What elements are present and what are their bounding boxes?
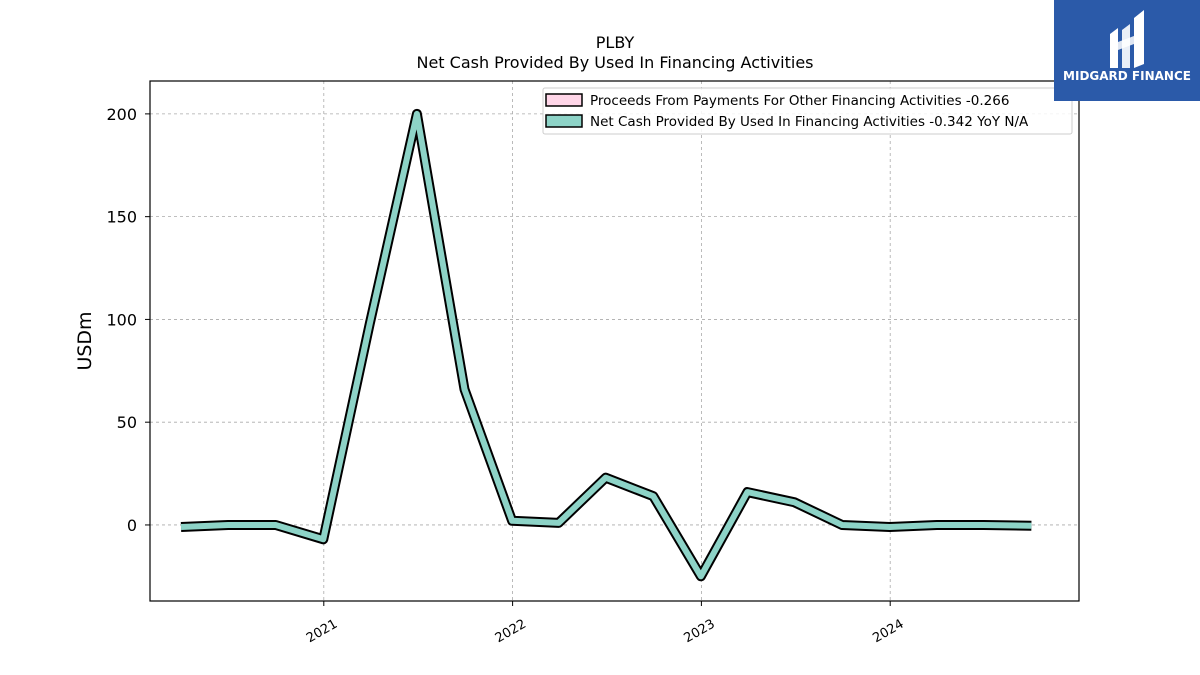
- legend: Proceeds From Payments For Other Financi…: [542, 87, 1073, 135]
- series-lines: [180, 108, 1032, 582]
- y-tick-label: 200: [106, 105, 137, 124]
- legend-label-net-cash: Net Cash Provided By Used In Financing A…: [590, 114, 1029, 130]
- brand-logo: MIDGARD FINANCE: [1054, 0, 1200, 101]
- legend-swatch-proceeds: [545, 93, 583, 107]
- y-axis-ticks: 0 50 100 150 200: [106, 105, 150, 535]
- y-tick-label: 50: [117, 413, 137, 432]
- x-tick-label: 2021: [304, 617, 340, 647]
- y-tick-label: 100: [106, 310, 137, 329]
- x-tick-label: 2022: [493, 617, 529, 647]
- logo-mark-icon: [1110, 10, 1144, 68]
- legend-box: [542, 87, 1073, 135]
- plot-frame: [149, 80, 1080, 602]
- y-axis-label: USDm: [74, 311, 96, 370]
- x-tick-label: 2024: [870, 617, 906, 647]
- legend-swatch-net-cash: [545, 114, 583, 128]
- x-axis-ticks: 2021 2022 2023 2024: [304, 601, 907, 646]
- y-tick-label: 0: [127, 516, 137, 535]
- series-net-cash-outline: [180, 108, 1032, 582]
- logo-text: MIDGARD FINANCE: [1063, 69, 1191, 83]
- x-tick-label: 2023: [682, 617, 718, 647]
- series-net-cash-line: [180, 110, 1032, 580]
- legend-label-proceeds: Proceeds From Payments For Other Financi…: [590, 93, 1009, 109]
- y-tick-label: 150: [106, 208, 137, 227]
- chart-subtitle: Net Cash Provided By Used In Financing A…: [416, 53, 813, 72]
- chart-title: PLBY: [596, 33, 635, 52]
